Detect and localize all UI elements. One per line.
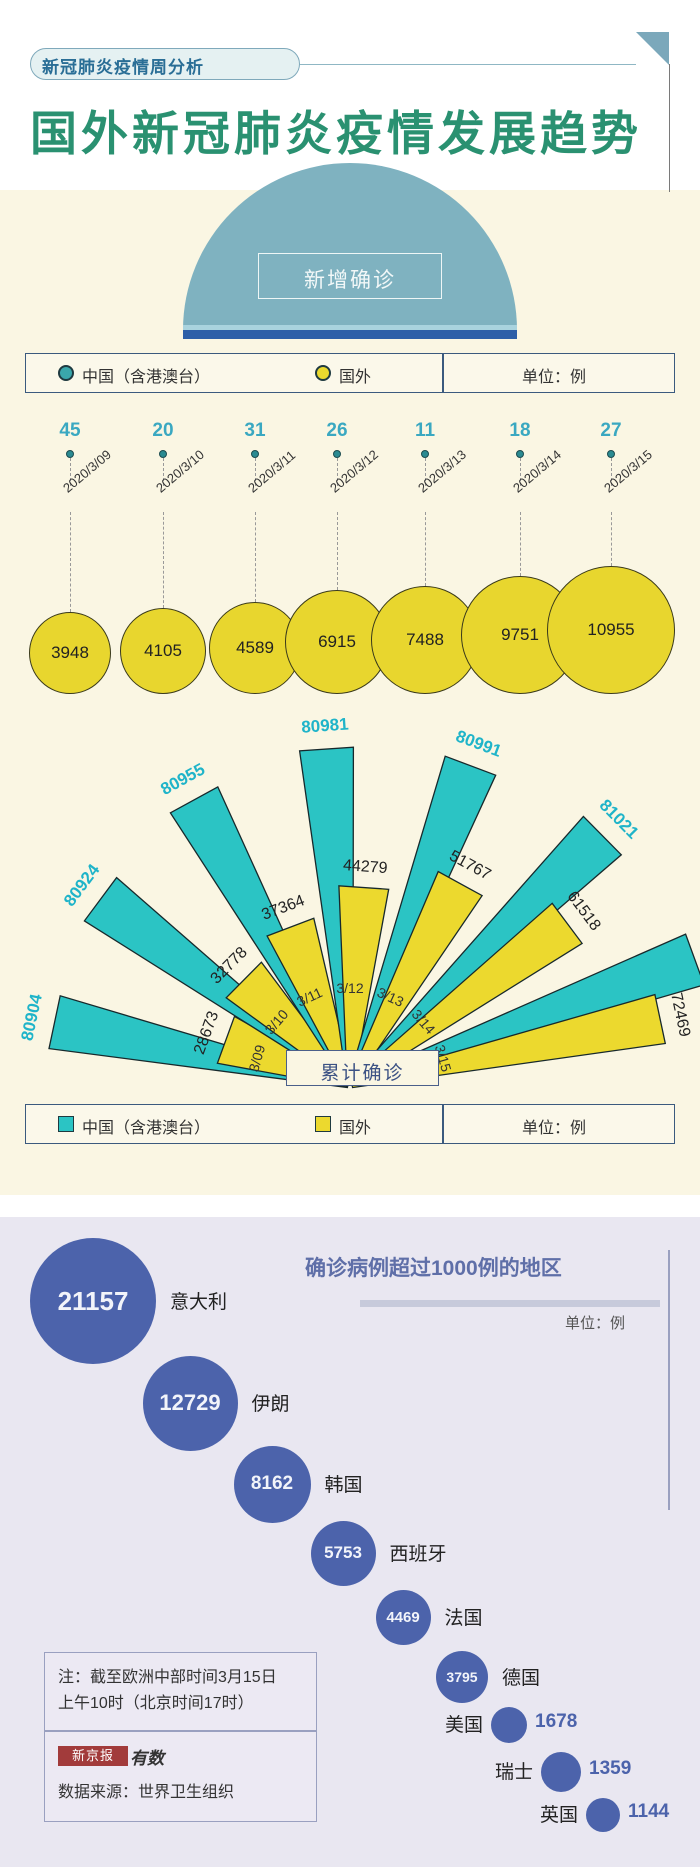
svg-text:80904: 80904 [17, 992, 46, 1043]
svg-text:72469: 72469 [667, 991, 693, 1038]
svg-text:80981: 80981 [301, 714, 349, 736]
svg-text:51767: 51767 [446, 847, 493, 883]
svg-text:44279: 44279 [342, 857, 388, 877]
svg-text:80991: 80991 [453, 726, 504, 760]
svg-text:3/12: 3/12 [336, 980, 363, 996]
svg-text:80924: 80924 [60, 860, 104, 910]
svg-text:80955: 80955 [157, 759, 208, 798]
